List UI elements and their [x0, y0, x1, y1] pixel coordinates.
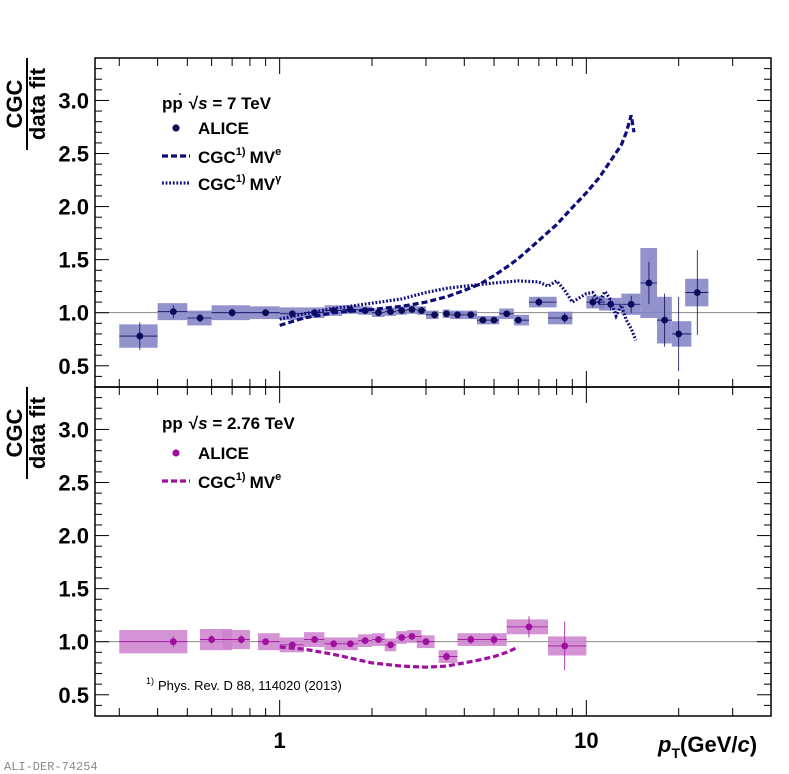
bottom-y-tick-label: 3.0 [58, 417, 89, 442]
bottom-data-point [311, 636, 318, 643]
top-legend-title: pp √s = 7 TeV [162, 94, 272, 113]
figure-id: ALI-DER-74254 [4, 760, 98, 774]
bottom-data-point [346, 640, 354, 648]
top-y-label-denominator: data fit [25, 67, 50, 140]
bottom-data-point [169, 638, 177, 646]
top-legend-cgc-mvgamma-label: CGC1) MVγ [198, 173, 282, 194]
top-data-point [196, 314, 204, 322]
bottom-panel-frame [94, 386, 772, 717]
bottom-y-tick-label: 0.5 [58, 683, 89, 708]
top-data-point [443, 310, 450, 318]
top-data-point [228, 309, 236, 317]
top-y-axis-label: CGC data fit [2, 58, 50, 150]
bottom-legend-cgc-mve-label: CGC1) MVe [198, 471, 281, 492]
top-data-point [645, 279, 653, 287]
bottom-panel: 0.5 1.0 1.5 2.0 2.5 3.0 [58, 386, 772, 717]
top-data-point [136, 332, 144, 340]
top-y-tick-label: 1.5 [58, 248, 89, 273]
bottom-data-point [398, 634, 406, 641]
bottom-data-point [525, 623, 533, 631]
top-y-tick-label: 2.0 [58, 195, 89, 220]
bottom-data-point [443, 653, 450, 660]
top-data-point [375, 309, 382, 317]
bottom-cgc-mve-curve [279, 645, 519, 669]
bottom-legend: pp √s = 2.76 TeV ALICE CGC1) MVe [162, 414, 295, 492]
top-data-point [454, 311, 461, 319]
bottom-data-point [330, 640, 338, 648]
top-data-point [169, 308, 177, 316]
top-data-point [418, 307, 425, 314]
top-data-point [479, 316, 487, 324]
top-legend-alice-marker [172, 124, 180, 132]
bottom-data-point [237, 636, 245, 643]
top-data-point [514, 316, 522, 324]
top-legend: pp √s = 7 TeV ALICE CGC1) MVe CGC1) MVγ [162, 93, 282, 194]
top-data-point [589, 298, 597, 306]
x-axis: 1 10 [274, 728, 599, 753]
top-data-point [467, 311, 475, 319]
bottom-data-point [467, 636, 475, 643]
top-data-point [431, 311, 438, 319]
top-data-point [387, 308, 394, 316]
reference-note: 1) Phys. Rev. D 88, 114020 (2013) [146, 676, 342, 693]
top-y-label-numerator: CGC [2, 79, 27, 128]
top-data-point [490, 316, 498, 324]
top-legend-cgc-mve-label: CGC1) MVe [198, 146, 281, 167]
top-cgc-mvgamma-curve [279, 278, 638, 341]
top-legend-alice-label: ALICE [198, 119, 249, 138]
bottom-legend-alice-marker [172, 449, 180, 457]
bottom-y-label-denominator: data fit [25, 396, 50, 469]
top-data-point [408, 306, 416, 313]
x-axis-title: pT(GeV/c) [657, 732, 757, 761]
bottom-data-point [361, 637, 369, 645]
top-data-point [262, 309, 270, 317]
top-cgc-mve-curve [279, 114, 636, 327]
top-data-point [535, 298, 543, 306]
top-y-tick-label: 2.5 [58, 142, 89, 167]
bottom-alice-series [119, 616, 587, 671]
x-tick-label: 10 [574, 728, 598, 753]
top-y-tick-label: 0.5 [58, 354, 89, 379]
top-data-point [561, 314, 569, 322]
bottom-data-point [422, 638, 430, 646]
bottom-data-point [387, 641, 394, 649]
top-data-point [398, 307, 406, 314]
bottom-y-tick-label: 1.5 [58, 577, 89, 602]
top-data-point [693, 289, 701, 296]
top-data-point [503, 310, 511, 318]
bottom-y-axis-label: CGC data fit [2, 387, 50, 479]
top-y-tick-label: 1.0 [58, 301, 89, 326]
bottom-data-point [208, 636, 216, 643]
bottom-y-tick-label: 2.5 [58, 471, 89, 496]
bottom-y-tick-label: 2.0 [58, 524, 89, 549]
top-data-point [627, 300, 635, 308]
bottom-legend-title: pp √s = 2.76 TeV [162, 414, 295, 433]
top-panel: 0.5 1.0 1.5 2.0 2.5 3.0 [58, 57, 772, 388]
bottom-data-point [262, 638, 270, 646]
bottom-legend-alice-label: ALICE [198, 444, 249, 463]
x-tick-label: 1 [274, 728, 286, 753]
bottom-data-point [375, 636, 382, 643]
bottom-data-point [490, 636, 498, 643]
bottom-y-tick-label: 1.0 [58, 630, 89, 655]
top-data-point [661, 316, 669, 324]
bottom-y-label-numerator: CGC [2, 408, 27, 457]
bottom-data-point [408, 633, 416, 640]
top-data-point [675, 330, 683, 338]
bottom-data-point [561, 642, 569, 650]
top-y-tick-label: 3.0 [58, 88, 89, 113]
